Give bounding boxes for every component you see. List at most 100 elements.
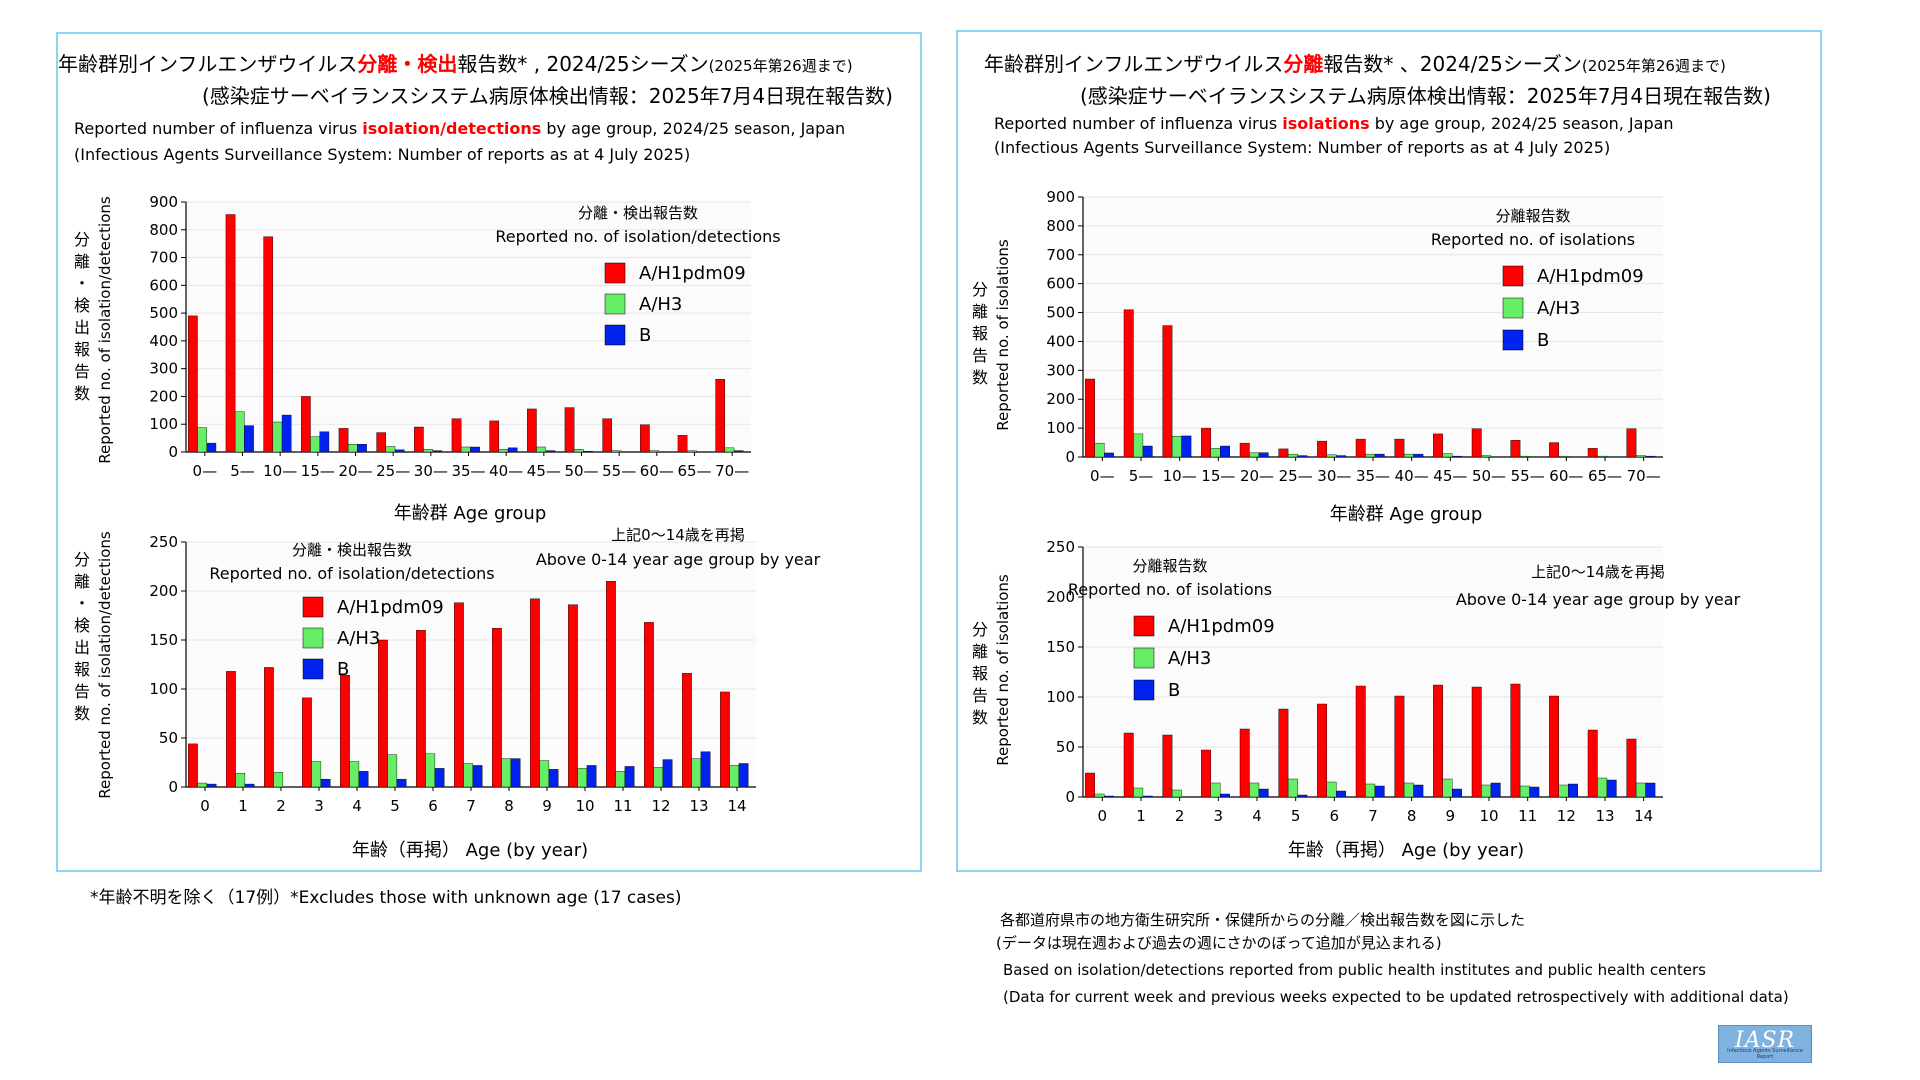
right-bottom-bar-b-7 bbox=[1374, 785, 1385, 798]
right-bottom-bar-b-6 bbox=[1336, 790, 1346, 798]
right-top-bar-b-8 bbox=[1413, 453, 1424, 458]
right-bottom-bar-ah3-8 bbox=[1403, 782, 1414, 798]
right-top-bar-ah3-8 bbox=[1403, 453, 1414, 458]
left-top-x-tick-label: 15— bbox=[301, 462, 335, 480]
left-top-bar-ah3-7 bbox=[460, 446, 471, 453]
right-bottom-bar-b-10 bbox=[1490, 782, 1501, 798]
right-top-bar-b-9 bbox=[1452, 455, 1462, 458]
footnote-jp-1: 各都道府県市の地方衛生研究所・保健所からの分離／検出報告数を図に示した bbox=[1000, 911, 1526, 929]
left-top-legend-title-jp: 分離・検出報告数 bbox=[578, 204, 698, 222]
left-top-chart: 0 100 200 300 400 500 600 700 800 900 0— 5— 10— 15— 20… bbox=[74, 193, 781, 524]
left-bottom-bar-ah3-14 bbox=[729, 765, 740, 788]
left-bottom-bar-b-6 bbox=[434, 768, 445, 788]
iasr-logo: IASR Infectious Agents Surveillance Repo… bbox=[1718, 1025, 1812, 1063]
right-bottom-x-tick-label: 12 bbox=[1557, 807, 1576, 825]
right-bottom-bar-ah3-2 bbox=[1171, 789, 1182, 798]
left-top-x-tick-label: 20— bbox=[338, 462, 372, 480]
right-bottom-bar-ah1pdm09-7 bbox=[1355, 685, 1366, 798]
right-top-bar-b-5 bbox=[1297, 455, 1308, 458]
left-top-bar-ah3-6 bbox=[423, 449, 433, 453]
right-top-x-label: 年齢群 Age group bbox=[1330, 504, 1483, 525]
left-top-bar-b-1 bbox=[244, 425, 254, 453]
right-bottom-legend-label-0: A/H1pdm09 bbox=[1168, 616, 1275, 637]
right-bottom-legend-label-1: A/H3 bbox=[1168, 648, 1211, 669]
right-bottom-x-tick-label: 6 bbox=[1330, 807, 1340, 825]
right-top-x-tick-label: 50— bbox=[1472, 467, 1506, 485]
left-bottom-bar-b-4 bbox=[358, 771, 369, 788]
right-top-bar-ah3-1 bbox=[1133, 433, 1144, 458]
right-top-legend-label-0: A/H1pdm09 bbox=[1537, 266, 1644, 287]
right-top-bar-ah1pdm09-14 bbox=[1626, 428, 1637, 458]
left-bottom-bar-ah3-2 bbox=[273, 772, 284, 788]
left-top-bar-ah3-11 bbox=[611, 450, 622, 453]
left-bottom-x-tick-label: 12 bbox=[651, 797, 670, 815]
right-bottom-bar-ah3-11 bbox=[1519, 785, 1530, 798]
left-top-y-tick-label: 700 bbox=[149, 249, 178, 267]
left-bottom-bar-ah1pdm09-11 bbox=[606, 581, 616, 788]
left-bottom-bar-b-10 bbox=[586, 765, 597, 788]
footnote-jp-2: (データは現在週および過去の週にさかのぼって追加が見込まれる) bbox=[996, 934, 1442, 952]
left-bottom-legend-label-0: A/H1pdm09 bbox=[337, 597, 444, 618]
right-top-bar-ah3-9 bbox=[1442, 453, 1453, 458]
left-bottom-x-tick-label: 3 bbox=[314, 797, 324, 815]
right-bottom-bar-ah3-1 bbox=[1133, 787, 1144, 798]
left-top-bar-ah1pdm09-1 bbox=[225, 214, 236, 453]
right-top-bar-ah1pdm09-5 bbox=[1278, 448, 1289, 458]
left-bottom-legend-swatch-2 bbox=[302, 658, 324, 680]
right-bottom-x-tick-label: 7 bbox=[1368, 807, 1378, 825]
right-top-bar-ah3-11 bbox=[1519, 455, 1530, 458]
right-top-bar-ah1pdm09-6 bbox=[1317, 440, 1327, 458]
right-top-x-tick-label: 45— bbox=[1433, 467, 1467, 485]
left-top-x-tick-label: 40— bbox=[489, 462, 523, 480]
right-bottom-x-tick-label: 11 bbox=[1518, 807, 1537, 825]
left-top-bar-b-2 bbox=[281, 414, 292, 453]
left-bottom-bar-ah3-10 bbox=[577, 768, 588, 788]
right-top-bar-ah1pdm09-0 bbox=[1085, 378, 1095, 458]
right-bottom-bar-b-13 bbox=[1606, 779, 1617, 798]
left-bottom-bar-ah1pdm09-9 bbox=[530, 598, 540, 788]
right-bottom-y-tick-label: 100 bbox=[1046, 688, 1075, 706]
right-bottom-legend-swatch-0 bbox=[1133, 615, 1155, 637]
left-top-bar-ah3-14 bbox=[724, 447, 735, 453]
right-top-x-tick-label: 0— bbox=[1090, 467, 1115, 485]
right-bottom-bar-b-4 bbox=[1258, 788, 1269, 798]
right-top-bar-ah3-7 bbox=[1365, 453, 1376, 458]
right-top-bar-ah3-13 bbox=[1597, 455, 1608, 458]
left-bottom-y-tick-label: 0 bbox=[168, 778, 178, 796]
right-bottom-bar-b-8 bbox=[1413, 784, 1424, 798]
right-top-bar-ah1pdm09-4 bbox=[1239, 442, 1250, 458]
left-top-bar-b-3 bbox=[319, 431, 330, 453]
left-top-y-label-en: Reported no. of isolation/detections bbox=[96, 196, 114, 464]
left-bottom-y-label-jp: 分離・検出報告数 bbox=[74, 550, 90, 723]
right-top-y-label-jp: 分離報告数 bbox=[972, 280, 988, 387]
left-bottom-bar-ah3-13 bbox=[691, 758, 702, 788]
left-bottom-legend-label-2: B bbox=[337, 659, 349, 680]
left-bottom-note-en: Above 0-14 year age group by year bbox=[536, 550, 821, 569]
left-bottom-bar-ah3-4 bbox=[349, 761, 360, 788]
right-top-bar-b-3 bbox=[1220, 445, 1230, 458]
right-bottom-x-tick-label: 5 bbox=[1291, 807, 1301, 825]
left-top-x-tick-label: 70— bbox=[715, 462, 749, 480]
left-top-y-tick-label: 300 bbox=[149, 360, 178, 378]
left-bottom-bar-ah1pdm09-14 bbox=[720, 691, 730, 788]
right-bottom-x-tick-label: 1 bbox=[1136, 807, 1146, 825]
right-top-bar-ah3-14 bbox=[1635, 455, 1646, 458]
right-top-bar-ah1pdm09-13 bbox=[1587, 448, 1598, 458]
left-top-legend-title-en: Reported no. of isolation/detections bbox=[495, 227, 780, 246]
left-top-y-tick-label: 600 bbox=[149, 276, 178, 294]
left-top-x-tick-label: 25— bbox=[376, 462, 410, 480]
right-top-legend-swatch-1 bbox=[1502, 297, 1524, 319]
right-bottom-bar-ah1pdm09-13 bbox=[1587, 729, 1598, 798]
left-top-legend-swatch-1 bbox=[604, 293, 626, 315]
left-bottom-legend-swatch-1 bbox=[302, 627, 324, 649]
right-top-legend-swatch-2 bbox=[1502, 329, 1524, 351]
right-bottom-x-tick-label: 0 bbox=[1098, 807, 1108, 825]
right-bottom-bar-ah1pdm09-9 bbox=[1433, 684, 1443, 798]
left-bottom-bar-ah3-8 bbox=[501, 758, 512, 788]
left-bottom-x-tick-label: 6 bbox=[428, 797, 438, 815]
left-top-x-tick-label: 50— bbox=[564, 462, 598, 480]
right-top-plot-area bbox=[1083, 197, 1663, 457]
left-bottom-y-tick-label: 200 bbox=[149, 582, 178, 600]
left-top-bar-ah3-1 bbox=[234, 411, 245, 453]
right-top-bar-ah1pdm09-11 bbox=[1510, 440, 1521, 458]
